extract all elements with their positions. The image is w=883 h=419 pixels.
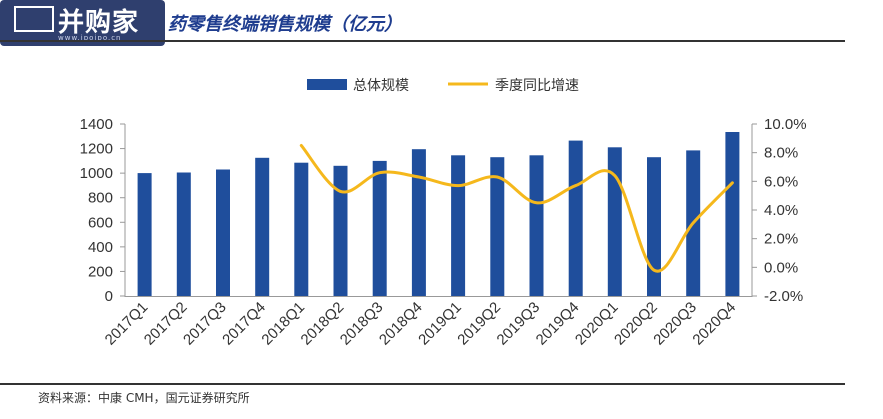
bar [216,169,230,296]
x-tick-label: 2020Q2 [611,299,661,349]
bar [333,165,348,296]
x-tick-label: 2018Q2 [298,299,348,349]
y-right-tick-label: -2.0% [764,288,803,305]
growth-line [299,144,734,273]
chart-title: 药零售终端销售规模（亿元） [168,14,402,35]
y-left-tick-label: 1000 [80,165,113,182]
y-right-ticks: -2.0% 0.0% 2.0% 4.0% 6.0% 8.0% 10.0% [752,116,807,305]
bar [451,155,466,296]
y-left-tick-label: 800 [88,190,113,207]
y-left-tick-label: 600 [88,214,113,231]
y-left-tick-label: 400 [88,239,113,256]
bar [411,149,426,296]
watermark-text: 并购家 [58,8,140,38]
y-left-tick-label: 200 [88,263,113,280]
x-tick-label: 2018Q3 [337,299,387,349]
y-right-tick-label: 0.0% [764,259,798,276]
y-left-ticks: 0 200 400 600 800 1000 1200 1400 [80,116,125,305]
x-tick-label: 2017Q3 [180,299,230,349]
bar [568,140,583,296]
x-ticks: 2017Q12017Q22017Q32017Q42018Q12018Q22018… [102,299,740,349]
x-tick-label: 2017Q1 [102,299,152,349]
bar [255,157,270,296]
bar [529,155,544,296]
x-tick-label: 2020Q4 [689,299,739,349]
legend-line-label: 季度同比增速 [495,78,579,94]
y-left-tick-label: 1200 [80,141,113,158]
x-tick-label: 2017Q4 [219,299,269,349]
bar [607,147,622,296]
y-right-tick-label: 6.0% [764,173,798,190]
bar [137,173,152,296]
x-tick-label: 2020Q3 [650,299,700,349]
x-tick-label: 2019Q4 [533,299,583,349]
watermark-logo: 并购家 www.ipoipo.cn [0,0,165,46]
y-right-tick-label: 2.0% [764,231,798,248]
y-right-tick-label: 8.0% [764,145,798,162]
top-rule [0,40,845,42]
source-note: 资料来源：中康 CMH，国元证券研究所 [38,391,250,405]
y-right-tick-label: 10.0% [764,116,807,133]
x-tick-label: 2019Q3 [494,299,544,349]
chart-logo-icon [14,6,54,32]
y-left-tick-label: 1400 [80,116,113,133]
x-tick-label: 2020Q1 [572,299,622,349]
bars [137,132,740,296]
bar [176,172,191,296]
x-tick-label: 2018Q4 [376,299,426,349]
legend-bar-label: 总体规模 [353,78,409,94]
x-tick-label: 2017Q2 [141,299,191,349]
bar [725,132,740,296]
bar [294,162,309,296]
y-left-tick-label: 0 [105,288,113,305]
x-tick-label: 2019Q1 [415,299,465,349]
x-tick-label: 2019Q2 [454,299,504,349]
bottom-rule [0,383,845,385]
watermark-url: www.ipoipo.cn [58,34,122,42]
y-right-tick-label: 4.0% [764,202,798,219]
bar [647,157,661,296]
legend: 总体规模 季度同比增速 [307,78,579,94]
x-tick-label: 2018Q1 [258,299,308,349]
bar [372,160,387,296]
legend-bar-swatch [307,79,347,90]
bar [490,157,505,296]
